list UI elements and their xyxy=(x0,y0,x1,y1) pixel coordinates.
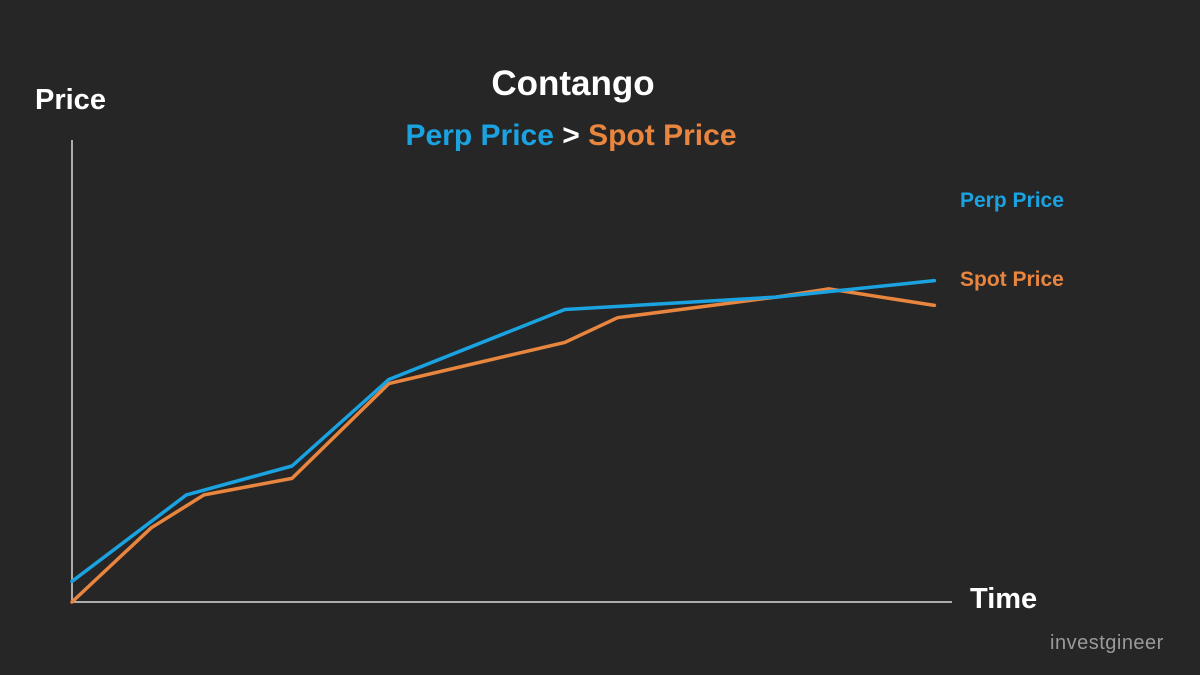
series-line-perp-price xyxy=(70,278,937,584)
chart-subtitle: Perp Price > Spot Price xyxy=(0,119,1142,153)
legend-spot-price: Spot Price xyxy=(960,268,1064,291)
chart-title: Contango xyxy=(491,64,655,103)
legend-perp-price: Perp Price xyxy=(960,189,1064,212)
subtitle-perp-label: Perp Price xyxy=(405,119,554,152)
subtitle-spot-label: Spot Price xyxy=(588,119,737,152)
series-layer xyxy=(70,278,937,604)
subtitle-operator: > xyxy=(562,119,580,152)
watermark-logo-text: investgineer xyxy=(1050,632,1164,654)
x-axis-label: Time xyxy=(970,583,1038,615)
y-axis-label: Price xyxy=(35,84,106,116)
